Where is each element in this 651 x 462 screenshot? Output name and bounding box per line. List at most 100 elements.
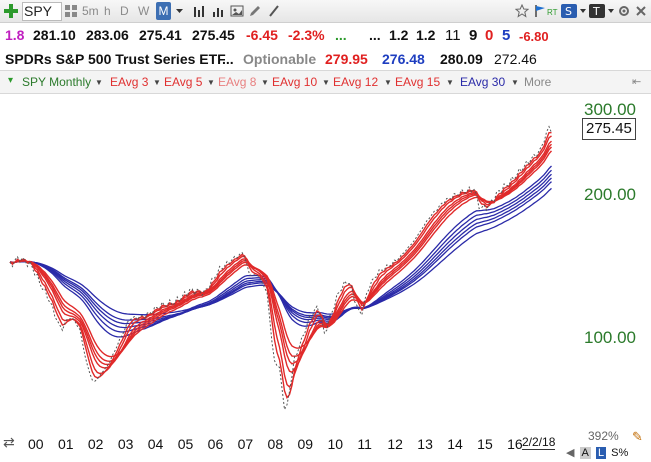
- brush-icon[interactable]: [267, 4, 281, 18]
- s-button-icon[interactable]: S: [561, 4, 577, 18]
- x-axis-label: 07: [237, 436, 254, 452]
- timeframe-d[interactable]: D: [120, 4, 129, 18]
- zoom-level: 392%: [588, 429, 619, 443]
- add-symbol-icon[interactable]: [3, 3, 19, 19]
- chart-plot-area[interactable]: [0, 92, 651, 427]
- count-4: 5: [502, 27, 511, 44]
- timeframe-5m[interactable]: 5m: [82, 4, 99, 18]
- current-date: 2/2/18: [522, 435, 556, 450]
- chevron-down-icon[interactable]: ▼: [153, 78, 161, 87]
- ema-35-line: [9, 169, 552, 333]
- toolbar: SPY 5m h D W M RT S T: [0, 0, 651, 23]
- settings-icon[interactable]: [617, 4, 631, 18]
- timeframe-m[interactable]: M: [156, 2, 171, 20]
- indicator-icon[interactable]: [212, 4, 226, 18]
- refresh-icon[interactable]: ⇄: [3, 434, 15, 450]
- x-axis-label: 16: [507, 436, 523, 452]
- close-icon[interactable]: [634, 4, 648, 18]
- chevron-down-icon[interactable]: ▼: [261, 78, 269, 87]
- value-1: 1.2: [389, 27, 409, 43]
- legend-item-spy-monthly[interactable]: SPY Monthly: [22, 75, 92, 89]
- legend-item-eavg-12[interactable]: EAvg 12: [333, 75, 379, 89]
- price-1: 279.95: [325, 51, 368, 67]
- rt-indicator: RT: [547, 8, 558, 17]
- edit-scale-icon[interactable]: ✎: [632, 429, 643, 444]
- x-axis-label: 01: [57, 436, 74, 452]
- ema-10-line: [9, 143, 553, 366]
- legend-item-eavg-8[interactable]: EAvg 8: [218, 75, 257, 89]
- collapse-icon[interactable]: ⇤: [632, 76, 642, 88]
- bar-chart-icon[interactable]: [193, 4, 207, 18]
- arrow-left-icon[interactable]: ◀: [566, 447, 575, 459]
- chevron-down-icon[interactable]: [579, 4, 587, 18]
- flag-icon[interactable]: [533, 4, 547, 18]
- ema-8-line: [9, 140, 552, 374]
- price-axis-label-300: 300.00: [584, 100, 636, 119]
- value-2: 1.2: [416, 27, 436, 43]
- info-dots: ...: [222, 51, 234, 67]
- more-button[interactable]: More: [524, 75, 552, 89]
- grid-icon[interactable]: [64, 4, 78, 18]
- optionable-label: Optionable: [243, 51, 317, 67]
- x-axis-label: 09: [297, 436, 314, 452]
- image-icon[interactable]: [230, 4, 244, 18]
- count-5: -6.80: [519, 29, 549, 44]
- ema-15-line: [9, 150, 553, 358]
- x-axis-label: 03: [117, 436, 134, 452]
- x-axis-label: 08: [267, 436, 284, 452]
- low-value: 275.41: [139, 27, 182, 43]
- legend-item-eavg-5[interactable]: EAvg 5: [164, 75, 203, 89]
- scale-a-button[interactable]: A: [579, 447, 591, 459]
- x-axis-label: 00: [28, 436, 44, 452]
- high-value: 283.06: [86, 27, 129, 43]
- x-axis-label: 02: [87, 436, 104, 452]
- x-axis-label: 06: [207, 436, 224, 452]
- timeframe-h[interactable]: h: [104, 4, 111, 18]
- symbol-input-box[interactable]: [22, 2, 62, 21]
- timeframe-w[interactable]: W: [138, 4, 150, 18]
- chevron-down-icon[interactable]: ▼: [322, 78, 330, 87]
- change-value: -6.45: [246, 27, 278, 43]
- security-info-line: SPDRs S&P 500 Trust Series ETF ... Optio…: [0, 47, 651, 69]
- x-axis-label: 10: [327, 436, 344, 452]
- chevron-down-icon[interactable]: ▼: [384, 78, 392, 87]
- x-axis: ⇄ 00 01 02 03 04 05 06 07 08 09 10 11 12 13 14 15 16 2/2…: [0, 427, 651, 462]
- legend-item-eavg-30[interactable]: EAvg 30: [460, 75, 506, 89]
- symbol-caret-icon[interactable]: ▾: [8, 75, 14, 86]
- scale-pct-button[interactable]: S%: [611, 447, 629, 459]
- scale-l-button[interactable]: L: [595, 447, 607, 459]
- x-axis-label: 15: [477, 436, 493, 452]
- svg-text:S: S: [565, 5, 572, 18]
- price-chart[interactable]: 300.00 200.00 100.00: [0, 92, 651, 427]
- ema-12-line: [9, 146, 553, 363]
- x-axis-label: 13: [417, 436, 433, 452]
- count-1: 11: [445, 27, 461, 44]
- legend-item-eavg-3[interactable]: EAvg 3: [110, 75, 149, 89]
- last-price-marker: 275.45: [582, 118, 636, 140]
- x-axis-label: 11: [357, 436, 372, 452]
- ema-5-line: [9, 135, 552, 388]
- price-2: 276.48: [382, 51, 425, 67]
- pencil-icon[interactable]: [248, 4, 262, 18]
- star-icon[interactable]: [515, 4, 529, 18]
- security-name: SPDRs S&P 500 Trust Series ETF: [5, 51, 226, 67]
- ema-30-line: [9, 165, 552, 338]
- t-button-icon[interactable]: T: [589, 4, 605, 18]
- chevron-down-icon[interactable]: [607, 4, 615, 18]
- price-3: 280.09: [440, 51, 483, 67]
- symbol-input[interactable]: SPY: [24, 3, 53, 19]
- black-dots: ...: [369, 27, 381, 43]
- chevron-down-icon[interactable]: [175, 4, 184, 18]
- x-axis-label: 04: [147, 436, 164, 452]
- indicator-legend: ▾ SPY Monthly ▼ EAvg 3 ▼ EAvg 5 ▼ EAvg 8…: [0, 70, 651, 94]
- open-value: 281.10: [33, 27, 76, 43]
- chevron-down-icon[interactable]: ▼: [207, 78, 215, 87]
- scale-controls: ◀ A L S%: [566, 446, 630, 459]
- ema-3-line: [9, 132, 552, 399]
- legend-item-eavg-15[interactable]: EAvg 15: [395, 75, 441, 89]
- price-4: 272.46: [494, 51, 537, 67]
- chevron-down-icon[interactable]: ▼: [511, 78, 519, 87]
- chevron-down-icon[interactable]: ▼: [446, 78, 454, 87]
- legend-item-eavg-10[interactable]: EAvg 10: [272, 75, 318, 89]
- chevron-down-icon[interactable]: ▼: [95, 78, 103, 87]
